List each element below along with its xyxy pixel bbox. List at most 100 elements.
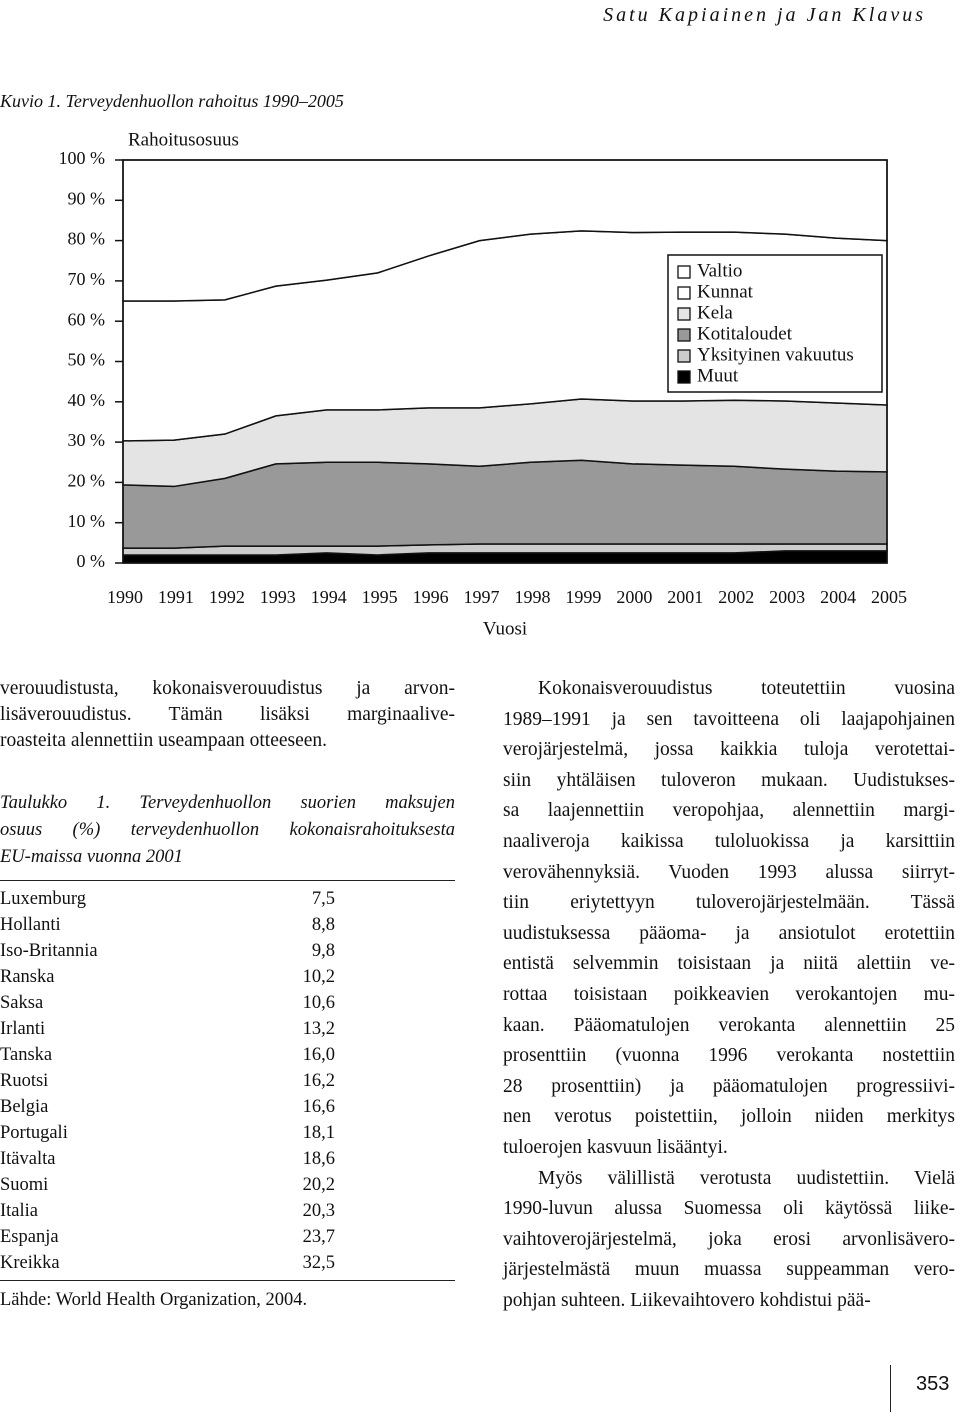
- legend-label: Valtio: [697, 260, 742, 281]
- table-cell: 18,1: [302, 1123, 335, 1143]
- y-tick-label: 80 %: [68, 229, 106, 249]
- table-cell: 13,2: [302, 1019, 335, 1039]
- table-cell: Italia: [0, 1201, 39, 1221]
- x-tick-label: 1995: [362, 587, 398, 607]
- text-line: naaliveroja kaikissa tuloluokissa ja kar…: [503, 831, 955, 852]
- text-line: Myös välillistä verotusta uudistettiin. …: [538, 1167, 955, 1189]
- y-tick-label: 40 %: [68, 390, 106, 410]
- table-cell: Espanja: [0, 1227, 59, 1247]
- y-tick-label: 100 %: [59, 148, 106, 168]
- legend-label: Kunnat: [697, 281, 754, 302]
- legend-swatch: [677, 349, 691, 363]
- legend-label: Kotitaloudet: [697, 323, 793, 344]
- text-line: tiin eriytettyyn tuloverojärjestelmään. …: [503, 892, 955, 914]
- table-cell: Kreikka: [0, 1253, 60, 1273]
- text-line: siin yhtäläisen tuloveron mukaan. Uudist…: [503, 769, 955, 791]
- y-tick-label: 0 %: [77, 551, 106, 571]
- table-cell: 16,6: [302, 1097, 335, 1117]
- page-number-rule: [890, 1365, 891, 1412]
- x-axis-label: Vuosi: [483, 618, 527, 639]
- text-line: rottaa toisistaan poikkeavien verokantoj…: [503, 984, 955, 1005]
- legend-label: Yksityinen vakuutus: [697, 344, 854, 365]
- text-line: 1989–1991 ja sen tavoitteena oli laajapo…: [503, 708, 955, 730]
- legend-box: [667, 254, 883, 393]
- chart-title: Kuvio 1. Terveydenhuollon rahoitus 1990–…: [0, 91, 344, 111]
- table-cell: 23,7: [302, 1227, 335, 1247]
- table-source: Lähde: World Health Organization, 2004.: [0, 1290, 308, 1310]
- text-line: kaan. Pääomatulojen verokanta alennettii…: [503, 1014, 955, 1036]
- chart: Kuvio 1. Terveydenhuollon rahoitus 1990–…: [0, 91, 907, 639]
- legend-label: Muut: [697, 365, 739, 386]
- y-axis-label: Rahoitusosuus: [128, 129, 239, 150]
- table-cell: 20,3: [302, 1201, 335, 1221]
- table-cell: Saksa: [0, 993, 44, 1013]
- table-cell: 10,2: [302, 967, 335, 987]
- table-cell: Iso-Britannia: [0, 941, 98, 961]
- table-cell: Irlanti: [0, 1019, 46, 1039]
- text-line: Kokonaisverouudistus toteutettiin vuosin…: [538, 678, 955, 699]
- y-tick-label: 90 %: [68, 188, 106, 208]
- text-line: osuus (%) terveydenhuollon kokonaisrahoi…: [0, 820, 455, 840]
- text-line: järjestelmästä muun muassa suppeamman ve…: [503, 1259, 955, 1281]
- x-tick-label: 2002: [718, 587, 754, 607]
- x-tick-label: 1994: [311, 587, 347, 607]
- x-tick-label: 1997: [464, 587, 500, 607]
- table-cell: Ruotsi: [0, 1071, 49, 1091]
- text-line: EU-maissa vuonna 2001: [0, 847, 183, 867]
- text-line: 1990-luvun alussa Suomessa oli käytössä …: [503, 1198, 955, 1220]
- page-number: 353: [916, 1373, 950, 1395]
- x-tick-label: 2004: [820, 587, 856, 607]
- text-line: uudistuksessa pääoma- ja ansiotulot erot…: [503, 922, 955, 944]
- text-line: verojärjestelmä, jossa kaikkia tuloja ve…: [503, 739, 955, 761]
- table-cell: 16,2: [302, 1071, 335, 1091]
- y-tick-label: 10 %: [68, 511, 106, 531]
- running-title: Satu Kapiainen ja Jan Klavus: [603, 4, 926, 26]
- text-line: verovähennyksiä. Vuoden 1993 alussa siir…: [503, 861, 955, 883]
- legend-swatch: [677, 307, 691, 321]
- text-line: verouudistusta, kokonaisverouudistus ja …: [0, 678, 455, 699]
- x-tick-label: 1998: [514, 587, 550, 607]
- table-cell: Suomi: [0, 1175, 49, 1195]
- text-line: pohjan suhteen. Liikevaihtovero kohdistu…: [503, 1290, 871, 1311]
- text-line: prosenttiin (vuonna 1996 verokanta noste…: [503, 1045, 955, 1067]
- text-line: entistä selvemmin toisistaan ja niitä al…: [503, 953, 955, 975]
- y-tick-label: 30 %: [68, 430, 106, 450]
- x-tick-label: 2005: [871, 587, 907, 607]
- x-tick-label: 2001: [667, 587, 703, 607]
- text-line: nen verotus poistettiin, jolloin niiden …: [503, 1106, 955, 1128]
- table-cell: 8,8: [311, 915, 335, 935]
- text-line: tuloerojen kasvuun lisääntyi.: [503, 1137, 728, 1158]
- x-tick-label: 2003: [769, 587, 805, 607]
- y-tick-label: 50 %: [68, 350, 106, 370]
- x-tick-label: 2000: [616, 587, 652, 607]
- table-cell: 32,5: [302, 1253, 335, 1273]
- table-cell: Ranska: [0, 967, 55, 987]
- table-cell: 18,6: [302, 1149, 335, 1169]
- text-line: lisäverouudistus. Tämän lisäksi marginaa…: [0, 704, 455, 725]
- y-tick-label: 20 %: [68, 471, 106, 491]
- legend-swatch: [677, 286, 691, 300]
- text-line: sa laajennettiin veropohjaa, alennettiin…: [503, 800, 955, 822]
- table-cell: Tanska: [0, 1045, 53, 1065]
- x-tick-label: 1999: [565, 587, 601, 607]
- legend-swatch: [677, 265, 691, 279]
- text-line: roasteita alennettiin useampaan otteesee…: [0, 730, 328, 751]
- legend-swatch: [677, 370, 691, 384]
- table-cell: 20,2: [302, 1175, 335, 1195]
- table-cell: Belgia: [0, 1097, 49, 1117]
- y-tick-label: 70 %: [68, 269, 106, 289]
- table-cell: Hollanti: [0, 915, 61, 935]
- text-line: vaihtoverojärjestelmä, joka erosi arvonl…: [503, 1228, 955, 1250]
- table-cell: 16,0: [302, 1045, 335, 1065]
- x-tick-label: 1990: [107, 587, 143, 607]
- text-line: 28 prosenttiin) ja pääomatulojen progres…: [503, 1075, 955, 1097]
- table-cell: 10,6: [302, 993, 335, 1013]
- table-bottom-rule: [0, 1280, 455, 1281]
- table-cell: 7,5: [311, 889, 335, 909]
- x-tick-label: 1996: [413, 587, 449, 607]
- y-tick-label: 60 %: [68, 309, 106, 329]
- table-cell: Luxemburg: [0, 889, 86, 909]
- legend-label: Kela: [697, 302, 733, 323]
- x-tick-label: 1991: [158, 587, 194, 607]
